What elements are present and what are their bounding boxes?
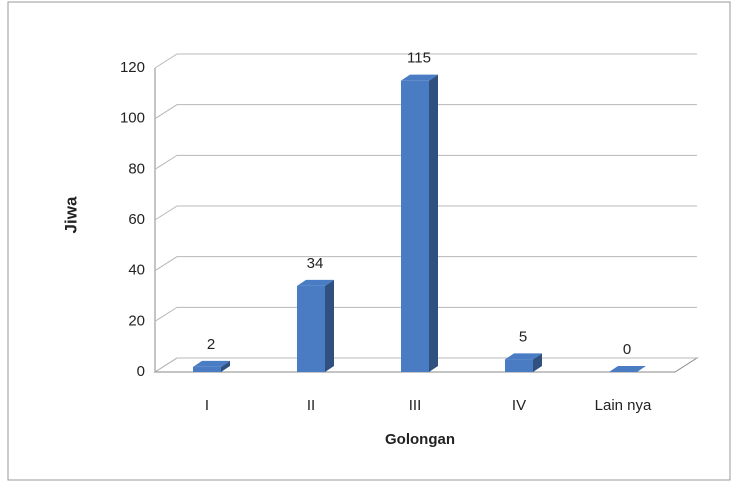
bar-top bbox=[505, 353, 542, 360]
x-tick-label: III bbox=[409, 397, 422, 414]
y-tick-label: 40 bbox=[128, 262, 145, 279]
y-tick-label: 20 bbox=[128, 312, 145, 329]
bar-front bbox=[505, 359, 533, 372]
bar bbox=[193, 360, 230, 372]
bar-top bbox=[401, 74, 438, 81]
bar-side bbox=[221, 360, 230, 372]
bar bbox=[609, 366, 646, 372]
x-tick-label: IV bbox=[512, 397, 526, 414]
grid-line bbox=[154, 256, 697, 272]
grid-line bbox=[154, 154, 697, 170]
bar-front bbox=[401, 80, 429, 373]
bar bbox=[505, 353, 542, 372]
y-tick-label: 120 bbox=[120, 59, 145, 76]
chart-border bbox=[7, 1, 731, 481]
bar-top bbox=[193, 360, 230, 367]
grid-line bbox=[154, 53, 697, 69]
y-tick-label: 0 bbox=[137, 363, 145, 380]
y-tick-label: 100 bbox=[120, 110, 145, 127]
data-label: 2 bbox=[207, 336, 215, 353]
data-label: 5 bbox=[519, 328, 527, 345]
grid-line bbox=[154, 104, 697, 120]
grid-line bbox=[154, 306, 697, 322]
x-axis-label: Golongan bbox=[385, 431, 455, 448]
bar bbox=[401, 74, 438, 373]
bar-top bbox=[609, 366, 646, 372]
bar bbox=[297, 279, 334, 372]
data-label: 34 bbox=[307, 255, 324, 272]
bar-side bbox=[533, 353, 542, 372]
bar-top bbox=[297, 279, 334, 286]
bar-side bbox=[325, 279, 334, 372]
bar-front bbox=[193, 366, 221, 372]
x-tick-label: I bbox=[205, 397, 209, 414]
bar-front bbox=[297, 285, 325, 372]
y-axis-label: Jiwa bbox=[61, 196, 80, 233]
y-tick-label: 60 bbox=[128, 211, 145, 228]
data-label: 0 bbox=[623, 341, 631, 358]
grid-line bbox=[154, 205, 697, 221]
bar-side bbox=[429, 74, 438, 373]
y-tick-label: 80 bbox=[128, 160, 145, 177]
data-label: 115 bbox=[407, 50, 431, 67]
x-tick-label: II bbox=[307, 397, 315, 414]
x-tick-label: Lain nya bbox=[595, 397, 652, 414]
